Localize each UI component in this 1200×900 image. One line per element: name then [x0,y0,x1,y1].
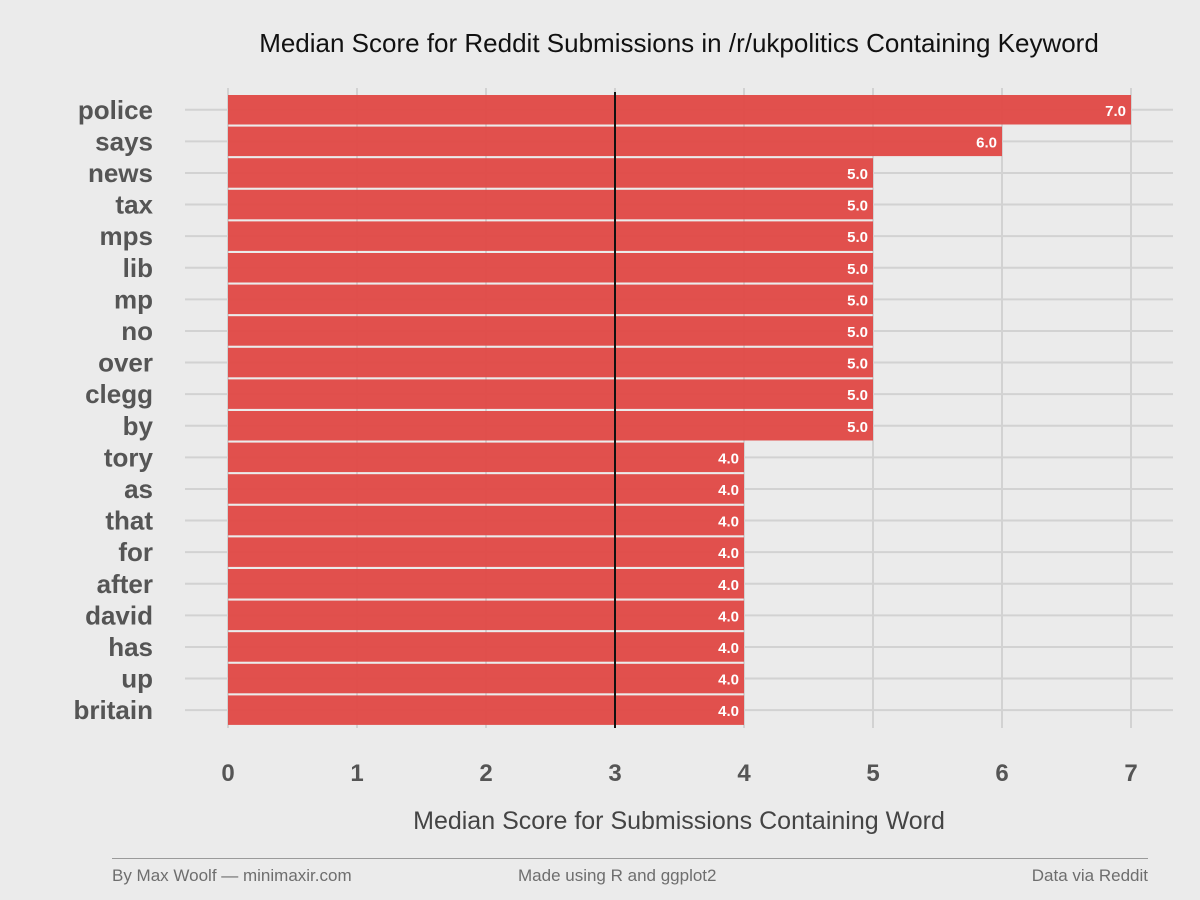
y-category-label: news [88,158,153,188]
bar [228,189,873,220]
y-category-label: britain [74,695,153,725]
x-tick-label: 2 [479,760,492,787]
y-category-label: up [121,664,153,694]
bar [228,442,744,473]
x-tick-label: 1 [350,760,363,787]
bar-value-label: 7.0 [1105,103,1126,120]
y-category-label: has [108,632,153,662]
x-axis-title: Median Score for Submissions Containing … [413,807,945,835]
bar-value-label: 4.0 [718,514,739,531]
bar-value-label: 5.0 [847,324,868,341]
bar-value-label: 5.0 [847,261,868,278]
y-category-label: over [98,348,153,378]
x-tick-label: 5 [866,760,879,787]
y-category-label: clegg [85,379,153,409]
y-category-label: mp [114,284,153,314]
footer-made-with: Made using R and ggplot2 [518,866,717,885]
y-category-label: that [105,506,153,536]
y-category-label: says [95,126,153,156]
bar [228,505,744,536]
y-category-label: by [123,411,154,441]
bar-value-label: 5.0 [847,198,868,215]
bar-value-label: 4.0 [718,450,739,467]
bar [228,663,744,694]
bar [228,569,744,599]
y-category-label: police [78,95,153,125]
footer-source: Data via Reddit [1031,866,1148,885]
bar-value-label: 4.0 [718,577,739,594]
bar [228,253,873,283]
y-category-label: for [118,537,153,567]
bar [228,316,873,346]
chart-title: Median Score for Reddit Submissions in /… [259,28,1099,58]
x-tick-label: 3 [608,760,621,787]
y-category-label: tax [115,190,153,220]
bar-value-label: 5.0 [847,356,868,373]
y-category-label: mps [100,221,153,251]
bar [228,158,873,188]
bar [228,537,744,567]
bar [228,411,873,441]
x-tick-label: 7 [1124,760,1137,787]
footer-author: By Max Woolf — minimaxir.com [112,866,352,885]
bar [228,95,1131,125]
bar [228,347,873,378]
bar-value-label: 4.0 [718,482,739,499]
bar-value-label: 5.0 [847,292,868,309]
bar [228,632,744,662]
bar-value-label: 5.0 [847,166,868,183]
y-axis-labels: policesaysnewstaxmpslibmpnoovercleggbyto… [74,95,154,725]
y-category-label: tory [104,442,154,472]
bar [228,695,744,725]
bar-value-label: 4.0 [718,672,739,689]
bar [228,379,873,409]
bar-value-label: 4.0 [718,703,739,720]
bar [228,600,744,631]
y-category-label: after [97,569,153,599]
x-tick-label: 4 [737,760,751,787]
y-category-label: as [124,474,153,504]
y-category-label: lib [123,253,153,283]
bar-value-label: 6.0 [976,134,997,151]
bar-value-label: 5.0 [847,229,868,246]
x-axis-tick-labels: 0 1 2 3 4 5 6 7 [221,760,1137,787]
bar-value-label: 4.0 [718,545,739,562]
x-tick-label: 6 [995,760,1008,787]
y-category-label: david [85,600,153,630]
x-tick-label: 0 [221,760,234,787]
bar-value-label: 4.0 [718,608,739,625]
bar-value-label: 5.0 [847,419,868,436]
y-category-label: no [121,316,153,346]
bar [228,221,873,251]
bar [228,284,873,315]
bars-layer: 7.0 6.0 5.0 5.0 5.0 5.0 5.0 5.0 5.0 5.0 5.0 4.0 4.0 4… [228,95,1131,725]
bar-value-label: 4.0 [718,640,739,657]
footer: By Max Woolf — minimaxir.com Made using … [112,858,1148,885]
bar [228,474,744,504]
bar-value-label: 5.0 [847,387,868,404]
